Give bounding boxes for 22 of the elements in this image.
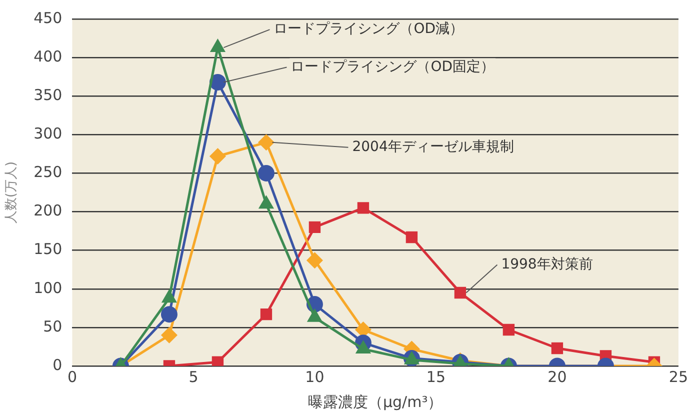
y-tick-label: 50: [43, 317, 62, 336]
x-tick-label: 10: [305, 368, 324, 386]
y-tick-label: 100: [34, 278, 62, 297]
y-tick-label: 300: [34, 124, 62, 143]
x-tick-label: 25: [668, 368, 688, 386]
annotation: ロードプライシング（OD固定）: [290, 58, 495, 75]
y-tick-label: 250: [34, 163, 62, 182]
x-axis-title: 曝露濃度（μg/m³）: [308, 392, 443, 411]
y-tick-label: 150: [34, 240, 62, 258]
y-tick-label: 0: [52, 356, 62, 374]
x-tick-label: 0: [67, 368, 78, 386]
y-tick-label: 200: [34, 202, 62, 220]
y-tick-label: 350: [34, 86, 62, 104]
y-axis-title: 人数(万人): [4, 161, 20, 224]
annotation: 1998年対策前: [501, 256, 593, 272]
x-tick-label: 5: [188, 368, 198, 386]
y-tick-label: 400: [34, 47, 62, 66]
annotation: ロードプライシング（OD減）: [274, 21, 464, 38]
y-tick-label: 450: [34, 8, 62, 27]
annotation: 2004年ディーゼル車規制: [352, 139, 514, 156]
x-tick-label: 15: [426, 368, 446, 386]
x-tick-label: 20: [548, 368, 567, 386]
